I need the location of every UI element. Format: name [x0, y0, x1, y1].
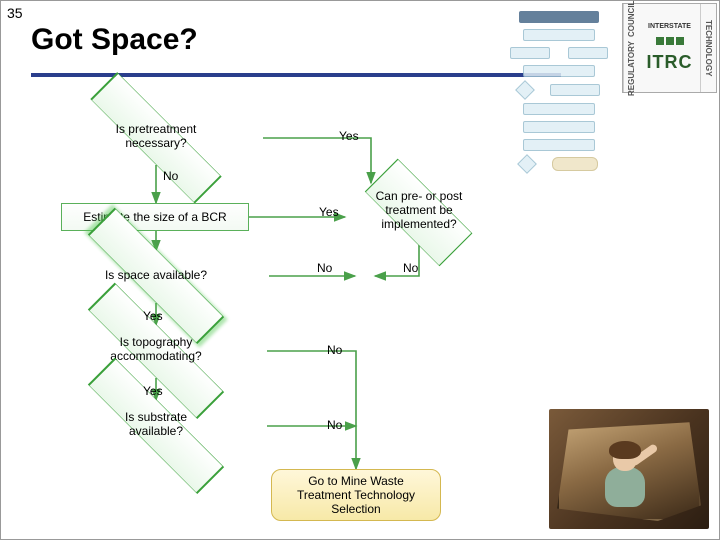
logo-left-text: REGULATORY COUNCIL [623, 4, 639, 92]
logo-center: INTERSTATE ITRC [639, 4, 700, 92]
decision-can-pre-or-post [365, 159, 473, 267]
process-estimate-the-size-of-a-bcr: Estimate the size of a BCR [61, 203, 249, 231]
photo-figure [603, 445, 649, 511]
edge-label-d5_no_in: No [403, 261, 418, 275]
page-title: Got Space? [31, 23, 198, 57]
arrow-d3-no [267, 351, 356, 469]
person-in-box-photo [549, 409, 709, 529]
edge-label-d1_yes: Yes [339, 129, 359, 143]
edge-label-d5_no_out: No [317, 261, 332, 275]
edge-label-d1_no: No [163, 169, 178, 183]
slide-number: 35 [7, 5, 23, 21]
arrow-d1-yes-d5 [263, 138, 371, 183]
terminal-go-to-mine-waste-treatment-tec: Go to Mine WasteTreatment TechnologySele… [271, 469, 441, 521]
edge-label-d5_yes: Yes [319, 205, 339, 219]
edge-label-d4_no: No [327, 418, 342, 432]
edge-label-d2_yes: Yes [143, 309, 163, 323]
itrc-logo: REGULATORY COUNCIL INTERSTATE ITRC TECHN… [622, 3, 717, 93]
logo-main-text: ITRC [647, 52, 693, 73]
logo-top-text: INTERSTATE [648, 23, 691, 30]
decision-is-pretreatment [90, 72, 222, 204]
logo-right-text: TECHNOLOGY [700, 4, 716, 92]
edge-label-d3_yes: Yes [143, 384, 163, 398]
edge-label-d3_no: No [327, 343, 342, 357]
title-underline [31, 73, 561, 77]
logo-squares [655, 32, 685, 50]
